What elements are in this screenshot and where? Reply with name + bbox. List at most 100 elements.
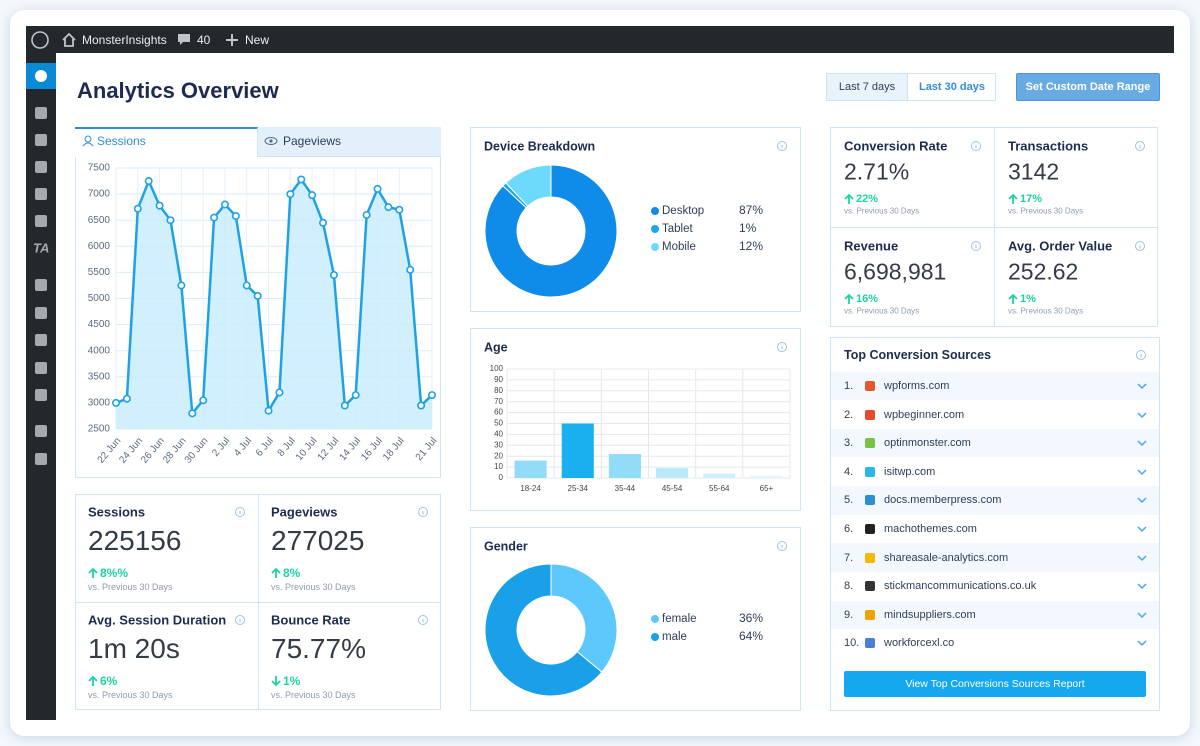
source-domain[interactable]: wpbeginner.com	[884, 408, 965, 421]
stat-value: 3142	[1008, 158, 1060, 185]
legend-label: Desktop	[662, 205, 704, 217]
y-tick-label: 4000	[88, 345, 111, 356]
range-30[interactable]	[908, 73, 996, 101]
y-tick-label: 3500	[88, 371, 111, 382]
sources-button-label[interactable]: View Top Conversions Sources Report	[905, 678, 1085, 690]
range-7-label[interactable]: Last 7 days	[838, 81, 896, 93]
stat-value: 225156	[88, 525, 182, 556]
custom-range-label[interactable]: Set Custom Date Range	[1025, 81, 1151, 93]
sidebar-ta[interactable]: TA	[33, 240, 50, 256]
point	[329, 271, 338, 280]
source-rank[interactable]: 9.	[844, 608, 854, 621]
source-rank[interactable]: 4.	[844, 465, 854, 478]
stat-change: 16%	[856, 293, 879, 305]
source-rank[interactable]: 6.	[844, 523, 854, 535]
source-row[interactable]	[831, 457, 1159, 487]
source-row[interactable]	[831, 514, 1159, 544]
point	[395, 205, 404, 214]
x-tick-label: 4 Jul	[232, 436, 254, 459]
source-row[interactable]	[831, 428, 1159, 458]
stat-value: 1m 20s	[88, 633, 180, 664]
source-domain[interactable]: wpforms.com	[884, 380, 950, 392]
pie-chart: Gender female 36% male 64%	[484, 539, 763, 697]
stat-note: vs. Previous 30 Days	[844, 306, 920, 316]
legend-dot	[651, 615, 659, 623]
admin-site[interactable]: MonsterInsights	[82, 33, 167, 47]
chevron-path	[1137, 583, 1147, 590]
chevron-path	[1137, 383, 1147, 390]
source-row[interactable]	[831, 600, 1159, 630]
source-rank[interactable]: 3.	[844, 437, 854, 450]
source-row[interactable]	[831, 486, 1159, 515]
source-domain[interactable]: workforcexl.co	[884, 637, 955, 650]
legend-dot	[651, 207, 659, 215]
point	[340, 401, 349, 410]
source-rank[interactable]: 1.	[844, 380, 854, 392]
info-circle	[418, 507, 428, 517]
source-domain[interactable]: mindsuppliers.com	[884, 608, 976, 621]
point	[220, 200, 229, 209]
menu-icon	[35, 362, 47, 374]
chevron-path	[1137, 640, 1147, 647]
point	[210, 213, 219, 222]
x-tick-label: 18-24	[520, 484, 541, 493]
tab-sessions-label[interactable]: Sessions	[97, 134, 146, 148]
source-row[interactable]	[831, 371, 1159, 401]
info-circle	[1135, 241, 1145, 251]
source-row[interactable]	[831, 571, 1159, 601]
custom-range[interactable]	[1016, 73, 1160, 101]
chevron	[1137, 612, 1147, 618]
sources-title: Top Conversion Sources	[844, 348, 992, 362]
y-tick-label: 6000	[88, 241, 111, 252]
source-rank[interactable]: 10.	[844, 637, 860, 650]
source-domain[interactable]: stickmancommunications.co.uk	[884, 580, 1037, 593]
source-domain[interactable]: optinmonster.com	[884, 437, 971, 450]
stat-label: Conversion Rate	[844, 138, 948, 154]
source-domain[interactable]: shareasale-analytics.com	[884, 551, 1009, 564]
info-circle	[235, 615, 245, 625]
menu-icon	[35, 453, 47, 465]
source-rank[interactable]: 2.	[844, 408, 854, 421]
source-rank[interactable]: 5.	[844, 494, 854, 507]
legend-label: Tablet	[662, 223, 693, 235]
chevron	[1137, 383, 1147, 390]
range-30-label[interactable]: Last 30 days	[918, 81, 986, 93]
y-tick-label: 100	[490, 364, 504, 373]
stat-change: 6%	[100, 674, 118, 688]
info-circle	[971, 141, 981, 151]
menu-icon	[35, 134, 47, 146]
source-rank[interactable]: 7.	[844, 551, 854, 564]
tab-sessions[interactable]	[75, 127, 258, 157]
menu-icon	[35, 307, 47, 319]
source-row[interactable]	[831, 629, 1159, 658]
y-tick-label: 30	[494, 440, 503, 449]
chevron	[1137, 583, 1147, 590]
source-domain[interactable]: docs.memberpress.com	[884, 494, 1002, 507]
source-icon	[865, 524, 875, 534]
range-7[interactable]	[826, 73, 908, 101]
tab-pageviews[interactable]	[258, 127, 441, 157]
home-icon	[62, 32, 76, 47]
chevron	[1137, 497, 1147, 504]
y-tick-label: 7500	[88, 163, 111, 174]
stat-value: 2.71%	[844, 158, 910, 185]
change-arrow	[271, 676, 281, 687]
source-domain[interactable]: machothemes.com	[884, 523, 977, 535]
admin-new[interactable]: New	[245, 33, 270, 47]
source-row[interactable]	[831, 543, 1159, 572]
info-circle	[777, 141, 787, 151]
source-row[interactable]	[831, 400, 1159, 429]
source-rank[interactable]: 8.	[844, 580, 854, 593]
admin-comments[interactable]: 40	[197, 33, 211, 47]
point	[242, 281, 251, 290]
sources-button[interactable]	[844, 671, 1146, 697]
legend-value: 36%	[739, 611, 763, 625]
chevron-path	[1137, 440, 1147, 447]
tab-pageviews-label[interactable]: Pageviews	[283, 134, 342, 148]
menu-icon	[35, 107, 47, 119]
legend-value: 64%	[739, 629, 763, 643]
source-domain[interactable]: isitwp.com	[884, 465, 936, 478]
y-tick-label: 10	[494, 462, 503, 471]
stat-label: Bounce Rate	[271, 612, 351, 628]
arrow	[1008, 293, 1018, 304]
